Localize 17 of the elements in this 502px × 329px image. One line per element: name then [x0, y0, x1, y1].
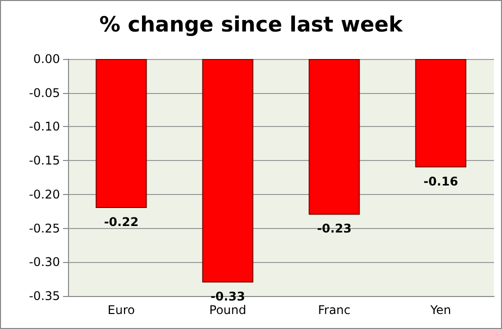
x-tick-label: Yen [429, 303, 452, 317]
y-tick-label: -0.15 [28, 154, 60, 168]
data-label: -0.23 [316, 222, 352, 236]
y-tick-label: -0.30 [28, 255, 60, 270]
data-label: -0.16 [423, 174, 458, 188]
x-tick-label: Euro [108, 303, 135, 317]
y-tick-label: -0.05 [28, 86, 60, 100]
data-label: -0.22 [104, 214, 139, 229]
y-tick-label: 0.00 [33, 52, 60, 66]
y-tick-label: -0.35 [28, 289, 60, 303]
chart-title: % change since last week [99, 12, 404, 36]
y-tick-label: -0.25 [28, 221, 60, 236]
data-label: -0.33 [210, 289, 246, 304]
x-tick-label: Franc [318, 303, 351, 317]
y-tick-label: -0.20 [28, 187, 60, 202]
y-tick-label: -0.10 [28, 120, 60, 134]
x-tick-label: Pound [209, 303, 246, 317]
